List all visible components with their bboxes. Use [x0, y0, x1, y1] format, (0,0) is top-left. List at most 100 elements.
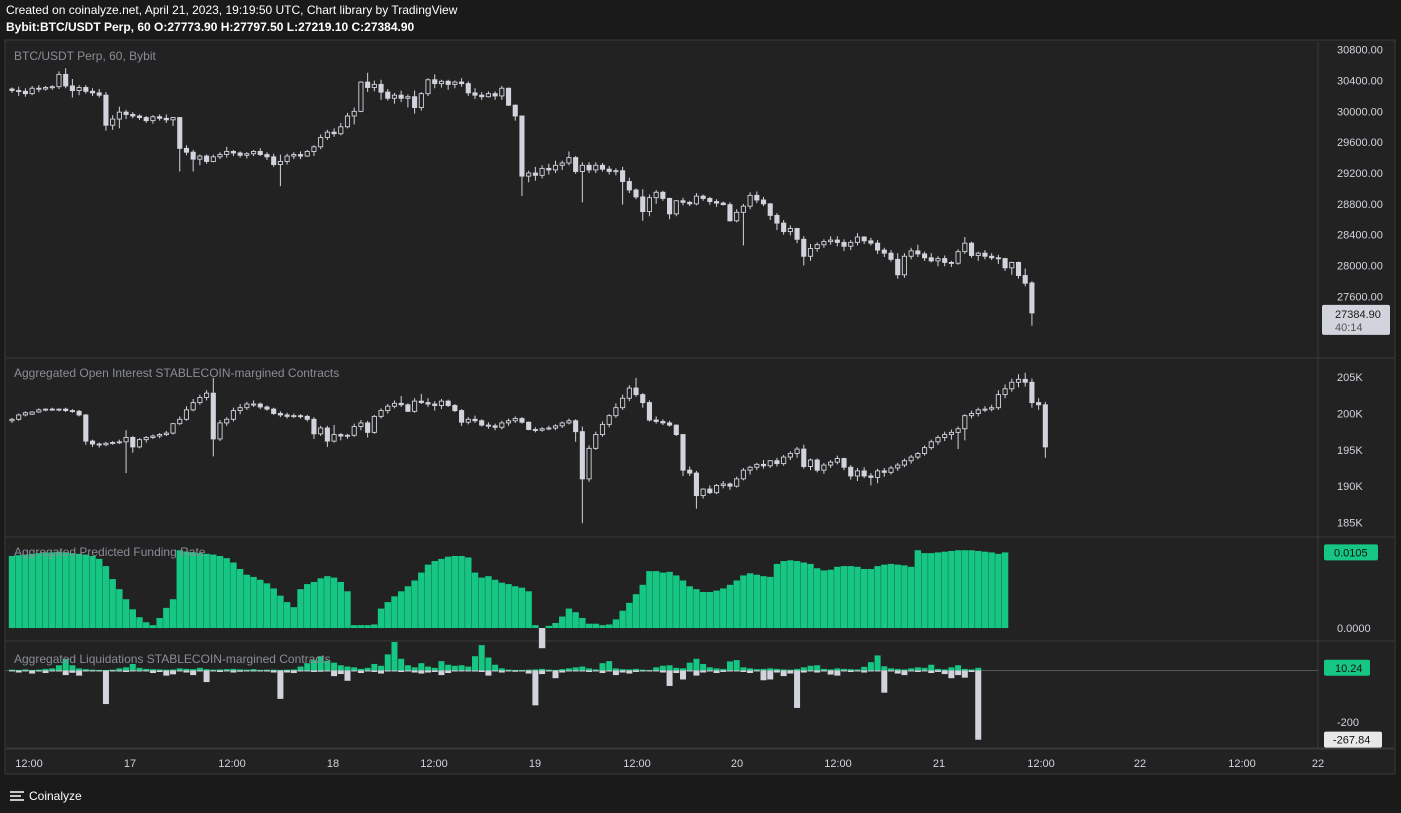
candle-down — [579, 431, 585, 480]
candle-up — [875, 470, 881, 478]
long-liquidation-bar — [116, 668, 123, 671]
short-liquidation-bar — [418, 670, 425, 674]
short-liquidation-bar — [102, 670, 109, 705]
long-liquidation-bar — [814, 665, 821, 671]
short-liquidation-bar — [747, 670, 754, 674]
long-liquidation-bar — [465, 666, 472, 671]
y-tick-label: 28000.00 — [1337, 261, 1383, 273]
long-liquidation-bar — [250, 669, 257, 671]
candle-down — [452, 405, 458, 412]
candle-up — [646, 197, 652, 213]
candle-up — [901, 255, 907, 276]
funding-bar — [639, 584, 646, 629]
candle-down — [640, 196, 646, 213]
funding-last-badge — [1324, 544, 1378, 561]
candle-down — [767, 203, 773, 216]
candle-down — [680, 434, 686, 471]
candle-down — [861, 470, 867, 477]
long-liquidation-bar — [304, 663, 311, 671]
open-interest-pane: Aggregated Open Interest STABLECOIN-marg… — [9, 366, 1048, 524]
candle-down — [505, 87, 512, 106]
candle-up — [452, 81, 458, 85]
candle-down — [707, 488, 713, 494]
candle-up — [781, 456, 787, 465]
long-liquidation-bar — [391, 642, 398, 671]
candle-up — [485, 93, 491, 98]
short-liquidation-bar — [713, 670, 720, 674]
candle-up — [157, 434, 163, 437]
long-liquidation-bar — [35, 669, 42, 671]
long-liquidation-bar — [639, 669, 646, 671]
funding-bar — [585, 623, 593, 629]
candle-up — [539, 167, 545, 176]
long-liquidation-bar — [921, 667, 928, 671]
funding-bar — [559, 616, 566, 629]
candle-up — [908, 456, 914, 462]
long-liquidation-bar — [592, 669, 599, 671]
funding-bar — [55, 551, 63, 629]
short-liquidation-bar — [458, 670, 465, 672]
funding-bar — [438, 558, 445, 629]
y-tick-label: 29600.00 — [1337, 137, 1383, 149]
funding-bar — [156, 617, 163, 629]
candle-up — [740, 469, 746, 480]
funding-bar — [693, 589, 700, 629]
candle-up — [546, 427, 552, 430]
funding-bar — [35, 553, 43, 629]
funding-bar — [545, 625, 552, 629]
long-liquidation-bar — [49, 668, 56, 671]
pane-title: BTC/USDT Perp, 60, Bybit — [14, 49, 156, 63]
candle-up — [1009, 381, 1015, 390]
short-liquidation-bar — [572, 670, 579, 672]
candle-up — [821, 241, 827, 246]
candle-up — [22, 412, 28, 416]
short-liquidation-bar — [411, 670, 418, 673]
candle-up — [9, 418, 15, 422]
long-liquidation-bar — [190, 669, 197, 671]
long-liquidation-bar — [733, 660, 740, 671]
funding-bar — [988, 552, 995, 629]
candle-down — [888, 252, 894, 260]
candle-down — [693, 472, 699, 497]
candle-up — [848, 241, 854, 247]
candle-down — [653, 419, 659, 422]
candle-down — [801, 238, 807, 257]
funding-bar — [860, 568, 868, 629]
long-liquidation-bar — [908, 668, 915, 671]
long-liquidation-bar — [693, 658, 700, 671]
funding-bar — [907, 566, 915, 629]
long-liquidation-bar — [867, 662, 874, 671]
candle-down — [83, 414, 89, 442]
candle-down — [861, 236, 867, 242]
long-liquidation-bar — [747, 668, 754, 671]
funding-bar — [934, 552, 942, 629]
candle-up — [291, 154, 297, 157]
long-liquidation-bar — [82, 669, 89, 671]
candle-down — [1042, 404, 1048, 448]
long-liquidation-bar — [129, 663, 136, 671]
funding-bar — [304, 584, 311, 629]
long-liquidation-bar — [425, 666, 432, 671]
candle-up — [418, 93, 424, 108]
footer-brand[interactable]: Coinalyze — [8, 789, 82, 803]
candle-up — [344, 434, 351, 437]
candle-down — [183, 147, 190, 153]
time-axis[interactable]: 12:00 17 12:00 18 12:00 19 12:00 20 12:00 21 12:00… — [6, 748, 1394, 770]
short-liquidation-bar — [794, 670, 801, 708]
candle-up — [351, 110, 357, 117]
candle-up — [318, 427, 324, 435]
funding-bar — [28, 553, 36, 629]
y-tick-label: 30000.00 — [1337, 106, 1383, 118]
funding-bar — [223, 558, 230, 629]
short-liquidation-bar — [552, 670, 559, 679]
short-liquidation-bar — [445, 670, 452, 674]
short-liquidation-bar — [263, 670, 270, 672]
long-liquidation-bar — [787, 669, 794, 671]
short-liquidation-bar — [606, 670, 613, 672]
candle-down — [69, 410, 75, 413]
candle-down — [1036, 402, 1042, 406]
candle-down — [36, 87, 42, 90]
long-liquidation-bar — [834, 668, 841, 671]
candle-up — [928, 441, 934, 449]
